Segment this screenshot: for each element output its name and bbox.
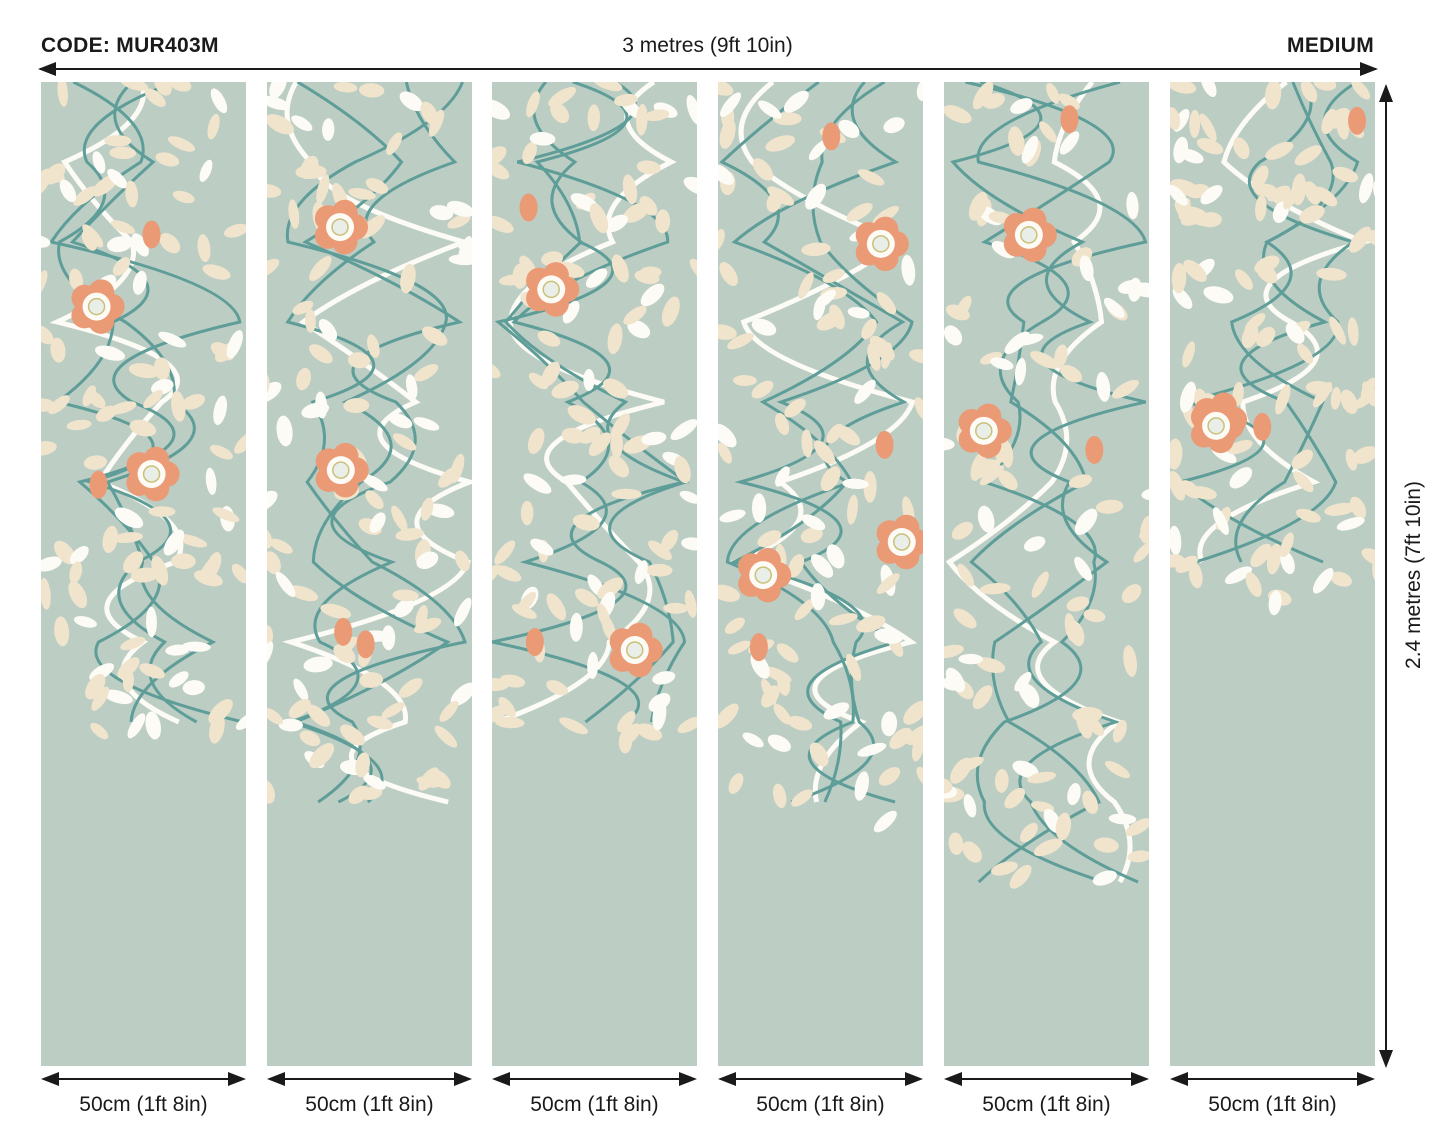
panel-width-label: 50cm (1ft 8in) <box>756 1093 885 1116</box>
floral-pattern <box>1170 82 1375 616</box>
panel-width-label: 50cm (1ft 8in) <box>530 1093 659 1116</box>
arrow-right-icon <box>905 1072 923 1086</box>
floral-pattern <box>41 82 246 744</box>
panel-width-label: 50cm (1ft 8in) <box>79 1093 208 1116</box>
flower-icon <box>958 403 1012 459</box>
flower-icon <box>526 262 580 317</box>
arrow-down-icon <box>1379 1050 1393 1068</box>
arrow-left-icon <box>38 62 56 76</box>
floral-pattern <box>944 82 1149 889</box>
arrow-left-icon <box>718 1072 736 1086</box>
panel-width-label: 50cm (1ft 8in) <box>982 1093 1111 1116</box>
arrow-right-icon <box>454 1072 472 1086</box>
flower-icon <box>314 199 369 255</box>
mural-panel-1 <box>41 82 246 1066</box>
total-height-arrow-line <box>1385 86 1387 1064</box>
flower-icon <box>876 514 923 570</box>
total-width-arrow-line <box>40 68 1376 70</box>
total-width-label: 3 metres (9ft 10in) <box>622 34 793 57</box>
mural-panel-3 <box>492 82 697 1066</box>
floral-pattern <box>718 82 923 833</box>
arrow-left-icon <box>267 1072 285 1086</box>
mural-panel-2 <box>267 82 472 1066</box>
size-label: MEDIUM <box>1287 34 1374 57</box>
arrow-right-icon <box>1360 62 1378 76</box>
arrow-right-icon <box>679 1072 697 1086</box>
mural-panel-5 <box>944 82 1149 1066</box>
flower-icon <box>1190 398 1245 454</box>
flower-icon <box>738 547 792 603</box>
arrow-left-icon <box>41 1072 59 1086</box>
floral-pattern <box>492 82 697 754</box>
flower-icon <box>855 216 909 272</box>
panel-width-arrow-line <box>1174 1078 1371 1080</box>
arrow-left-icon <box>492 1072 510 1086</box>
arrow-right-icon <box>228 1072 246 1086</box>
mural-panel-4 <box>718 82 923 1066</box>
panel-width-arrow-line <box>948 1078 1145 1080</box>
arrow-right-icon <box>1357 1072 1375 1086</box>
panel-width-arrow-line <box>45 1078 242 1080</box>
arrow-up-icon <box>1379 84 1393 102</box>
flower-icon <box>1003 207 1057 263</box>
arrow-right-icon <box>1131 1072 1149 1086</box>
flower-icon <box>126 446 180 502</box>
mural-panel-6 <box>1170 82 1375 1066</box>
panel-width-arrow-line <box>271 1078 468 1080</box>
floral-pattern <box>267 82 472 805</box>
arrow-left-icon <box>944 1072 962 1086</box>
panel-width-label: 50cm (1ft 8in) <box>1208 1093 1337 1116</box>
mural-code: CODE: MUR403M <box>41 34 219 57</box>
total-height-label: 2.4 metres (7ft 10in) <box>1402 481 1425 669</box>
panel-width-arrow-line <box>722 1078 919 1080</box>
flower-icon <box>609 622 663 678</box>
flower-icon <box>315 442 369 498</box>
flower-icon <box>71 279 125 334</box>
arrow-left-icon <box>1170 1072 1188 1086</box>
panel-width-label: 50cm (1ft 8in) <box>305 1093 434 1116</box>
panel-width-arrow-line <box>496 1078 693 1080</box>
